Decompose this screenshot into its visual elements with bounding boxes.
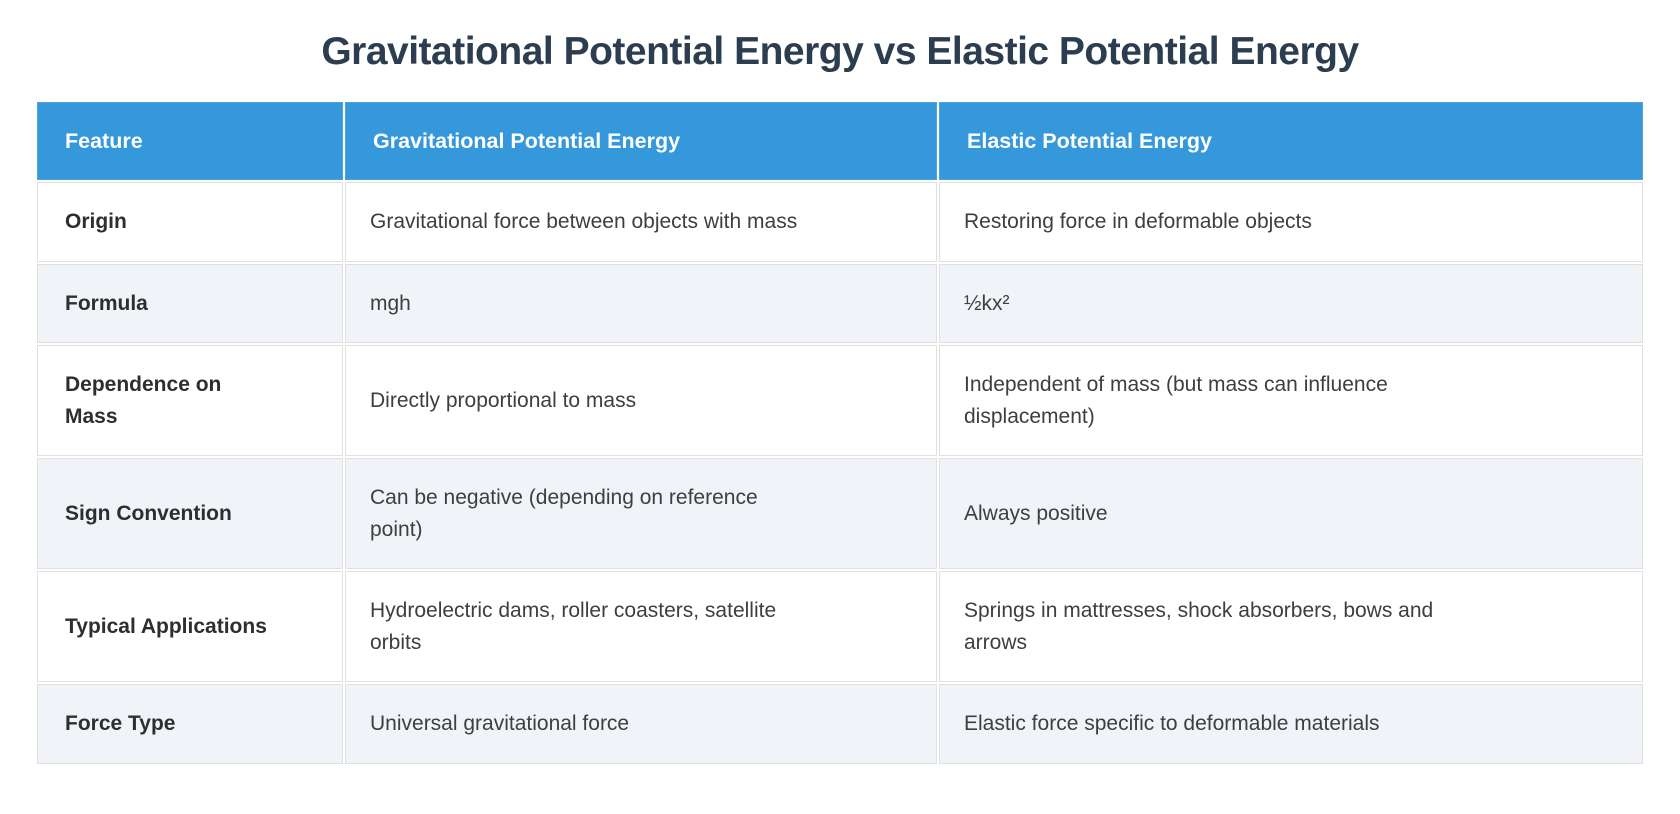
cell-text: Gravitational force between objects with… <box>370 210 798 233</box>
cell-text: Can be negative (depending on reference … <box>370 486 758 541</box>
feature-label: Sign Convention <box>65 501 232 525</box>
feature-label: Formula <box>65 291 148 315</box>
table-row: Sign Convention Can be negative (dependi… <box>37 458 1643 569</box>
comparison-table: Feature Gravitational Potential Energy E… <box>35 100 1645 766</box>
cell-text: Universal gravitational force <box>370 712 630 735</box>
table-row: Origin Gravitational force between objec… <box>37 182 1643 262</box>
gravitational-value-cell: Hydroelectric dams, roller coasters, sat… <box>345 571 937 682</box>
feature-cell: Formula <box>37 263 343 343</box>
feature-label: Dependence on Mass <box>65 373 222 428</box>
column-header-elastic: Elastic Potential Energy <box>939 102 1643 180</box>
feature-cell: Sign Convention <box>37 458 343 569</box>
feature-cell: Dependence on Mass <box>37 345 343 456</box>
gravitational-value-cell: Directly proportional to mass <box>345 345 937 456</box>
page-title: Gravitational Potential Energy vs Elasti… <box>321 30 1359 73</box>
gravitational-value-cell: Gravitational force between objects with… <box>345 182 937 262</box>
cell-text: Springs in mattresses, shock absorbers, … <box>964 599 1434 654</box>
cell-text: ½kx² <box>964 291 1010 315</box>
feature-label: Force Type <box>65 712 176 735</box>
table-header-row: Feature Gravitational Potential Energy E… <box>37 102 1643 180</box>
cell-text: Elastic force specific to deformable mat… <box>964 712 1380 735</box>
table-row: Dependence on Mass Directly proportional… <box>37 345 1643 456</box>
elastic-value-cell: ½kx² <box>939 263 1643 343</box>
elastic-value-cell: Independent of mass (but mass can influe… <box>939 345 1643 456</box>
cell-text: Always positive <box>964 501 1108 525</box>
cell-text: Directly proportional to mass <box>370 388 637 412</box>
cell-text: mgh <box>370 291 411 315</box>
elastic-value-cell: Springs in mattresses, shock absorbers, … <box>939 571 1643 682</box>
table-row: Typical Applications Hydroelectric dams,… <box>37 571 1643 682</box>
cell-text: Hydroelectric dams, roller coasters, sat… <box>370 599 777 654</box>
gravitational-value-cell: mgh <box>345 263 937 343</box>
table-row: Formula mgh ½kx² <box>37 263 1643 343</box>
table-row: Force Type Universal gravitational force… <box>37 684 1643 764</box>
gravitational-value-cell: Can be negative (depending on reference … <box>345 458 937 569</box>
elastic-value-cell: Restoring force in deformable objects <box>939 182 1643 262</box>
column-header-gravitational: Gravitational Potential Energy <box>345 102 937 180</box>
feature-cell: Origin <box>37 182 343 262</box>
feature-cell: Force Type <box>37 684 343 764</box>
elastic-value-cell: Always positive <box>939 458 1643 569</box>
column-header-feature: Feature <box>37 102 343 180</box>
feature-label: Typical Applications <box>65 614 267 638</box>
gravitational-value-cell: Universal gravitational force <box>345 684 937 764</box>
cell-text: Independent of mass (but mass can influe… <box>964 373 1388 428</box>
elastic-value-cell: Elastic force specific to deformable mat… <box>939 684 1643 764</box>
feature-cell: Typical Applications <box>37 571 343 682</box>
cell-text: Restoring force in deformable objects <box>964 210 1312 233</box>
feature-label: Origin <box>65 210 127 233</box>
